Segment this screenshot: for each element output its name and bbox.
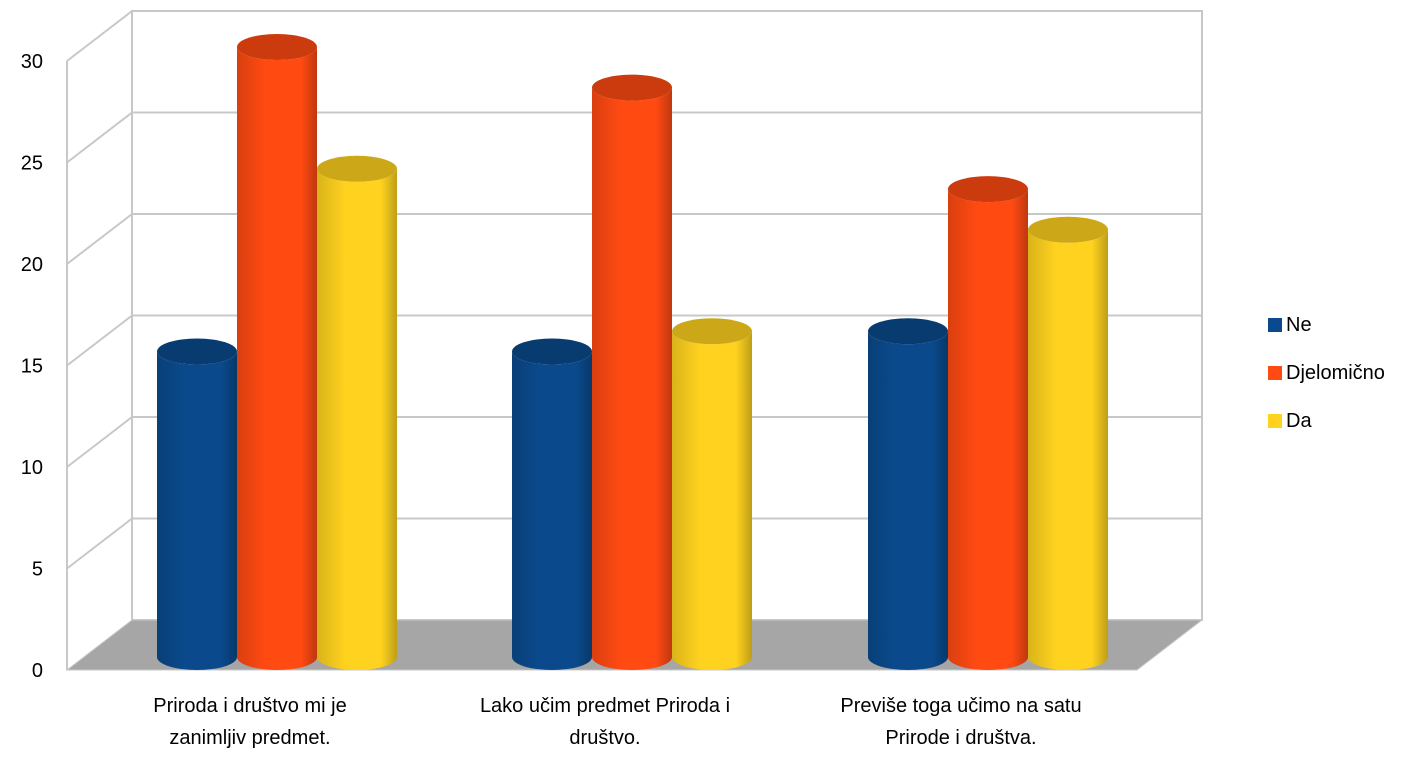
legend-swatch <box>1268 366 1282 380</box>
bar-top <box>868 318 948 345</box>
gridline-side <box>66 517 133 570</box>
bar-top <box>512 338 592 365</box>
x-category-label: Previše toga učimo na satu <box>840 695 1081 717</box>
y-tick-label: 0 <box>32 660 43 682</box>
y-tick-label: 25 <box>21 153 43 175</box>
bar <box>592 74 672 671</box>
bar-body <box>237 47 317 670</box>
legend-swatch <box>1268 318 1282 332</box>
bar-body <box>948 189 1028 670</box>
bar <box>237 34 317 670</box>
bar <box>1028 216 1108 670</box>
legend: Ne Djelomično Da <box>1268 314 1385 432</box>
legend-swatch <box>1268 414 1282 428</box>
bar <box>672 318 752 670</box>
x-category-label: Prirode i društva. <box>885 727 1036 749</box>
gridline-side <box>66 213 133 265</box>
gridline-side <box>66 111 133 164</box>
bar <box>868 318 948 670</box>
x-category-label: društvo. <box>569 727 640 749</box>
bar <box>157 338 237 670</box>
x-category-label: Lako učim predmet Priroda i <box>480 695 730 717</box>
bar-top <box>1028 216 1108 243</box>
y-axis-ticks: 0 5 10 15 20 25 30 <box>21 51 43 682</box>
bar-body <box>1028 229 1108 670</box>
bar <box>512 338 592 670</box>
bar-top <box>317 155 397 182</box>
y-tick-label: 10 <box>21 457 43 479</box>
bar-top <box>592 74 672 101</box>
y-tick-label: 15 <box>21 356 43 378</box>
x-category-label: zanimljiv predmet. <box>169 727 330 749</box>
legend-label: Da <box>1286 410 1312 432</box>
gridline-side <box>66 416 133 468</box>
bar-top <box>157 338 237 365</box>
gridline-side <box>66 10 133 62</box>
x-axis-categories: Priroda i društvo mi je zanimljiv predmet… <box>153 695 1081 749</box>
y-tick-label: 30 <box>21 51 43 73</box>
bar-top <box>237 34 317 60</box>
x-category-label: Priroda i društvo mi je <box>153 695 346 717</box>
y-tick-label: 20 <box>21 254 43 276</box>
bar-top <box>672 318 752 345</box>
bar-body <box>512 351 592 670</box>
y-tick-label: 5 <box>32 559 43 581</box>
gridline-side <box>66 314 133 367</box>
bar-body <box>592 87 672 671</box>
bar <box>948 176 1028 670</box>
bars-group <box>157 34 1108 671</box>
bar-body <box>317 168 397 671</box>
bar-body <box>672 331 752 670</box>
legend-label: Djelomično <box>1286 362 1385 384</box>
bar-top <box>948 176 1028 203</box>
legend-label: Ne <box>1286 314 1312 336</box>
bar <box>317 155 397 671</box>
bar-body <box>868 331 948 670</box>
bar-body <box>157 351 237 670</box>
